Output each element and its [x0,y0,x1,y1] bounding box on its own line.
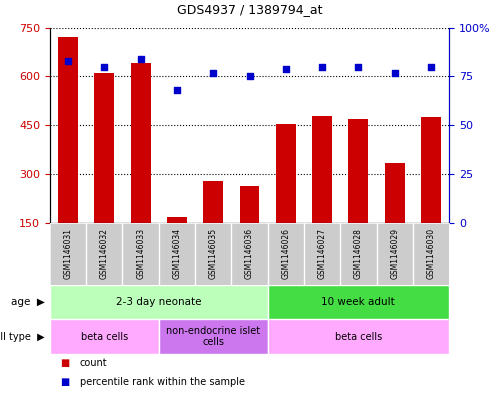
Bar [50,285,267,320]
Bar [58,37,78,223]
Text: percentile rank within the sample: percentile rank within the sample [80,377,245,387]
Bar [131,63,151,223]
Bar [312,116,332,223]
Bar [385,163,405,223]
Text: age  ▶: age ▶ [11,298,45,307]
Text: GSM1146026: GSM1146026 [281,228,290,279]
Bar [348,119,368,223]
Point [173,87,181,93]
Bar [167,217,187,223]
Point [137,56,145,62]
Text: cell type  ▶: cell type ▶ [0,332,45,342]
Text: ■: ■ [60,358,69,367]
Text: 10 week adult: 10 week adult [321,298,395,307]
Point [427,64,435,70]
Text: GSM1146029: GSM1146029 [390,228,399,279]
Bar [94,73,114,223]
Text: GSM1146027: GSM1146027 [317,228,326,279]
Bar [421,117,441,223]
Text: GSM1146033: GSM1146033 [136,228,145,279]
Text: 2-3 day neonate: 2-3 day neonate [116,298,202,307]
Text: GSM1146031: GSM1146031 [63,228,72,279]
Bar [267,285,449,320]
Bar [267,320,449,354]
Point [391,70,399,76]
Point [246,73,253,79]
Text: GSM1146028: GSM1146028 [354,228,363,279]
Point [318,64,326,70]
Text: beta cells: beta cells [335,332,382,342]
Text: GSM1146034: GSM1146034 [173,228,182,279]
Text: GSM1146035: GSM1146035 [209,228,218,279]
Text: non-endocrine islet
cells: non-endocrine islet cells [166,326,260,347]
Text: GSM1146030: GSM1146030 [427,228,436,279]
Bar [159,320,267,354]
Text: count: count [80,358,107,367]
Point [64,58,72,64]
Point [282,66,290,72]
Text: ■: ■ [60,377,69,387]
Bar [276,124,296,223]
Bar [50,320,159,354]
Text: beta cells: beta cells [81,332,128,342]
Text: GSM1146032: GSM1146032 [100,228,109,279]
Text: GSM1146036: GSM1146036 [245,228,254,279]
Point [100,64,108,70]
Bar [203,181,223,223]
Text: GDS4937 / 1389794_at: GDS4937 / 1389794_at [177,3,322,16]
Point [354,64,362,70]
Point [209,70,217,76]
Bar [240,186,259,223]
